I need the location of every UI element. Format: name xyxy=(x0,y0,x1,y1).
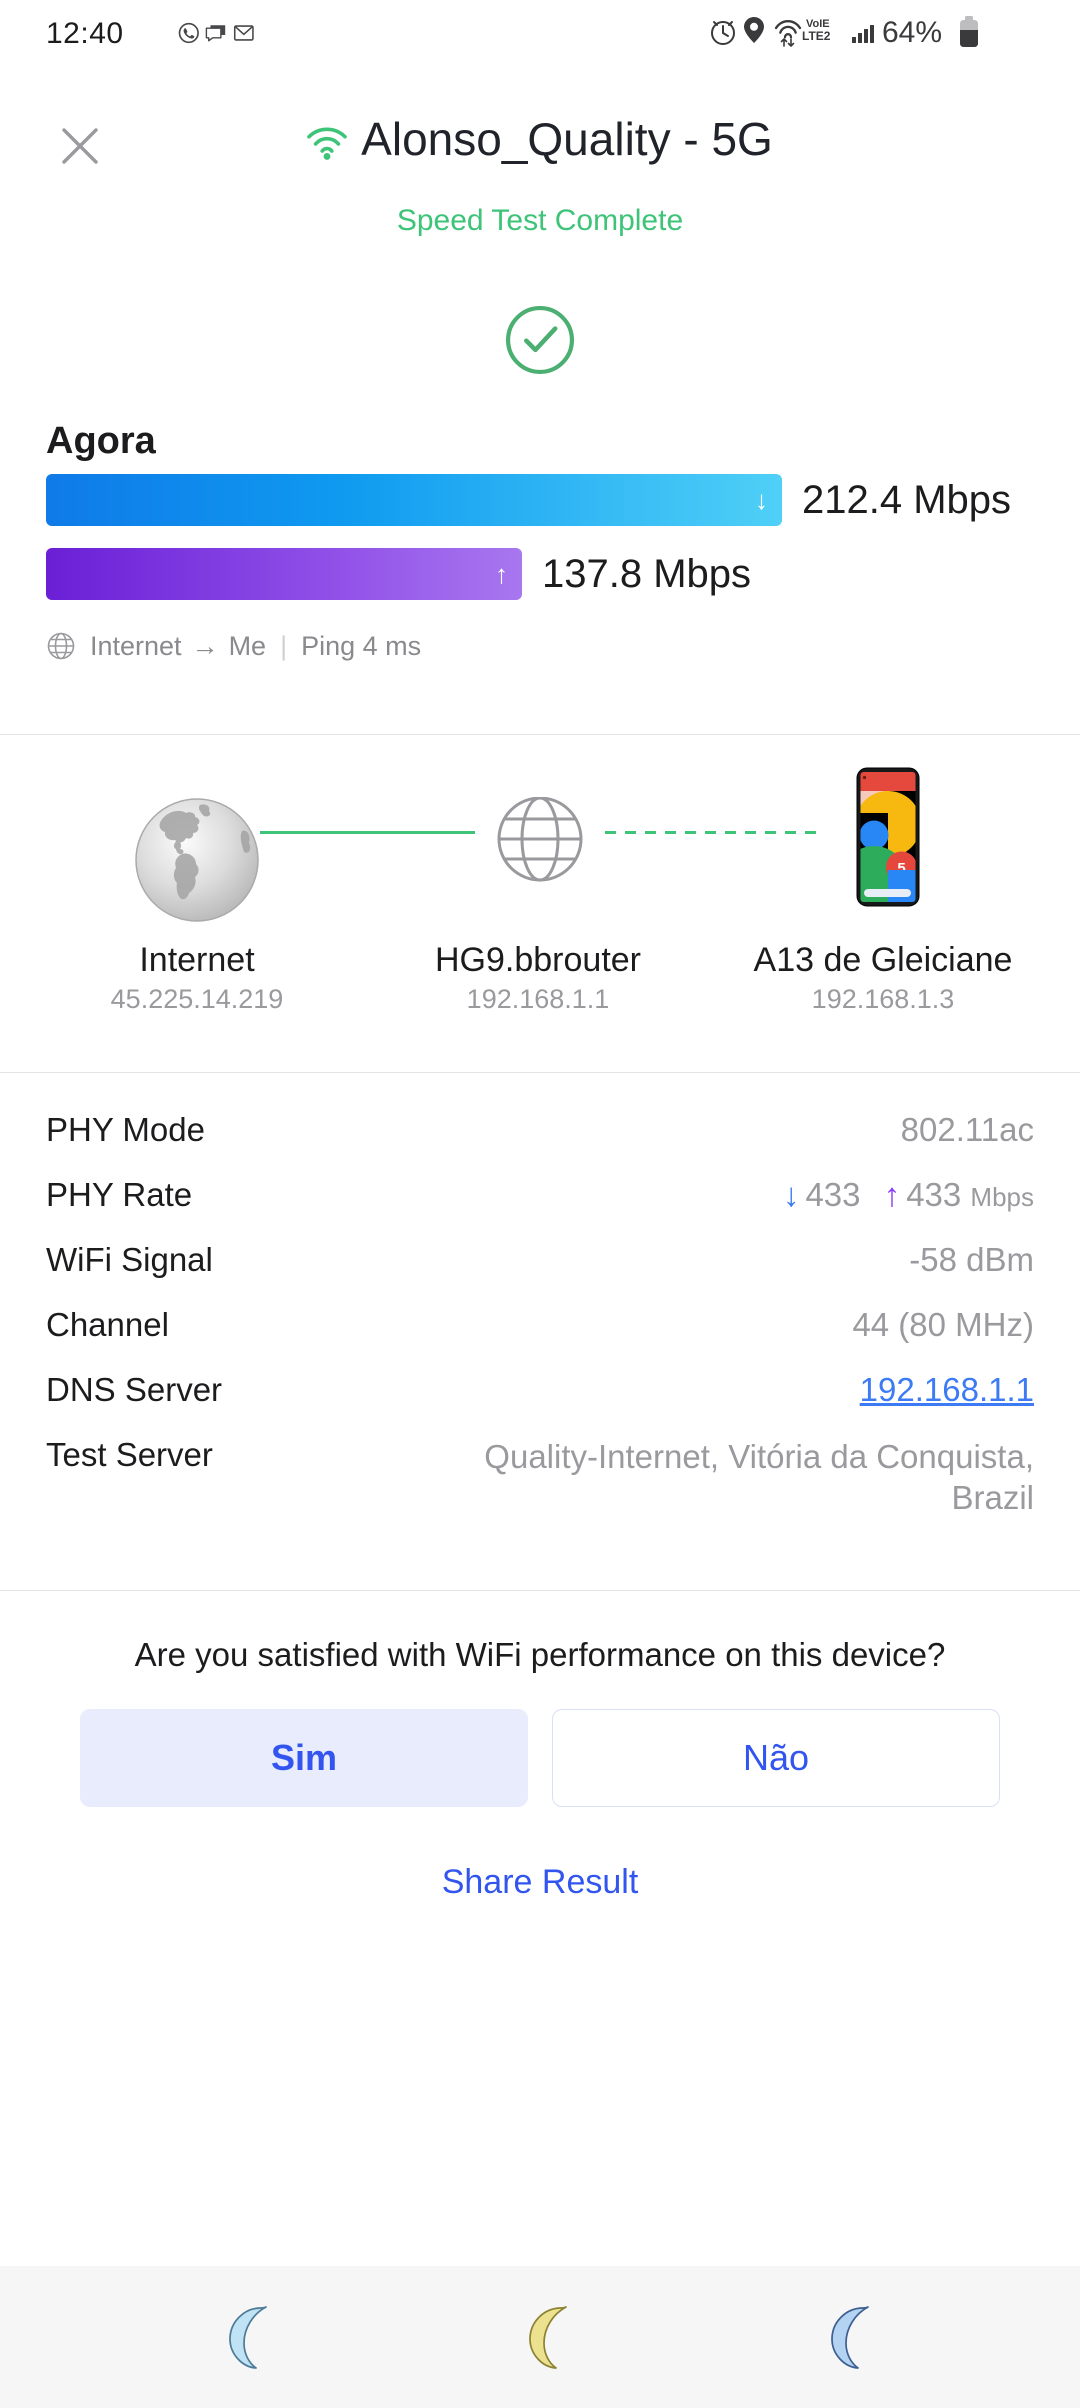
svg-text:LTE2: LTE2 xyxy=(802,29,831,43)
svg-text:64%: 64% xyxy=(882,16,942,49)
